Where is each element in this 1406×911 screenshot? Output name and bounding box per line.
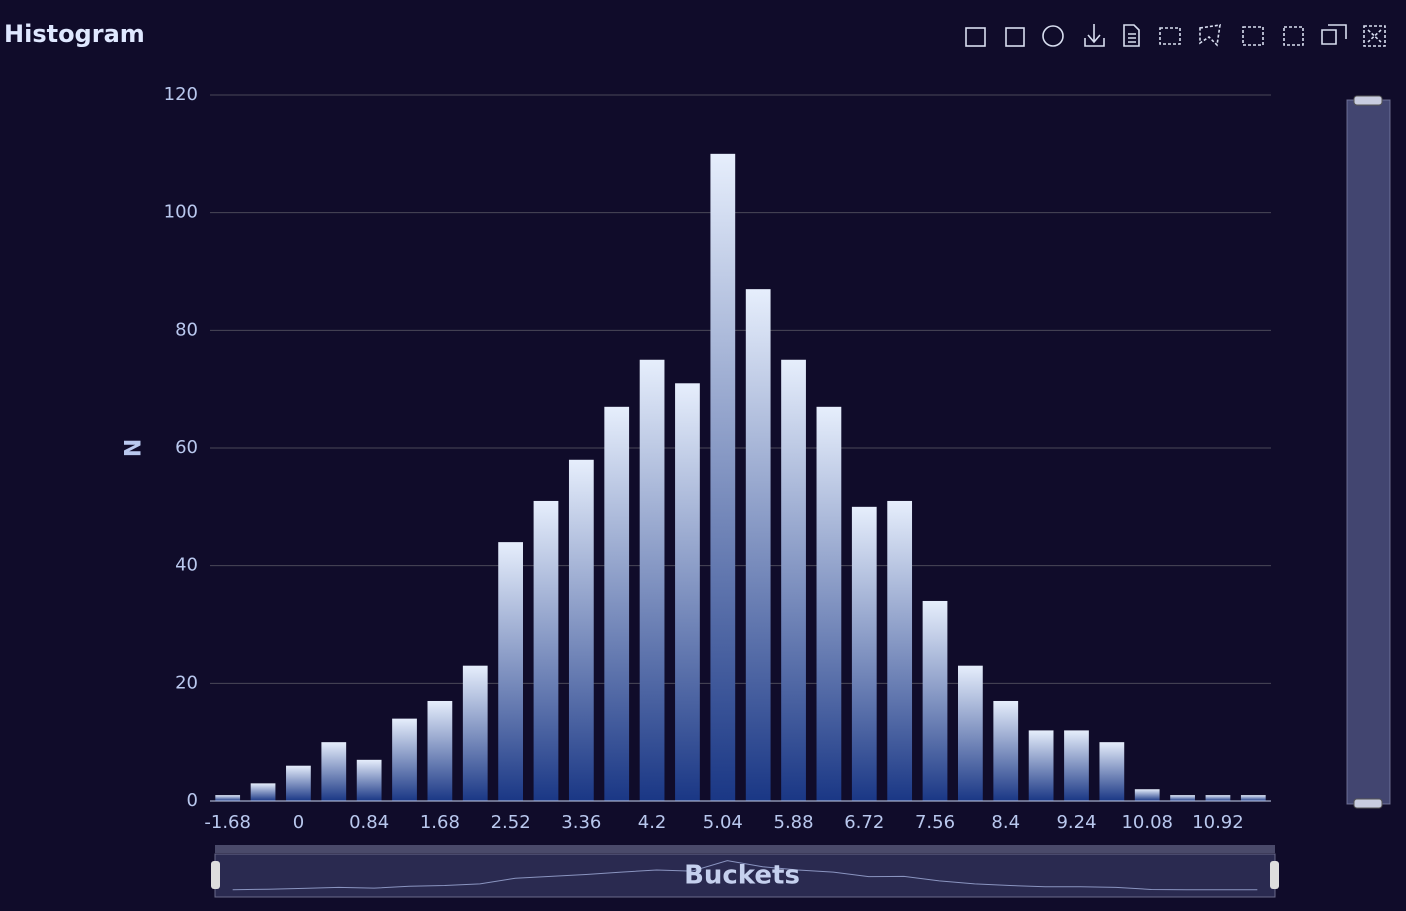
- y-tick-label: 80: [175, 319, 198, 340]
- x-tick-label: 9.24: [1056, 812, 1096, 833]
- bar: [215, 795, 241, 801]
- x-tick-label: 0: [293, 812, 304, 833]
- bar: [321, 742, 347, 801]
- bar: [604, 406, 630, 801]
- x-tick-label: 0.84: [349, 812, 389, 833]
- tool-icon[interactable]: [1199, 24, 1221, 47]
- slider-handle[interactable]: [1270, 861, 1279, 889]
- tool-icon[interactable]: [1363, 25, 1386, 47]
- bar: [922, 600, 948, 801]
- bar: [462, 665, 488, 801]
- x-tick-label: 5.04: [703, 812, 743, 833]
- bar: [286, 765, 311, 801]
- y-tick-label: 100: [164, 202, 198, 223]
- x-tick-label: 5.88: [774, 812, 814, 833]
- x-tick-label: 2.52: [491, 812, 531, 833]
- bar: [993, 700, 1019, 801]
- bar: [1170, 795, 1195, 801]
- slider-bar: [215, 845, 1275, 853]
- slider-track: [214, 853, 1276, 898]
- vertical-zoom-slider[interactable]: [1346, 95, 1391, 809]
- y-tick-label: 60: [175, 437, 198, 458]
- bar: [392, 718, 417, 801]
- bar: [887, 500, 913, 801]
- preview-line: [232, 860, 1258, 891]
- slider-window[interactable]: [1347, 100, 1390, 804]
- tool-icon[interactable]: [1005, 27, 1025, 47]
- horizontal-zoom-slider[interactable]: [211, 845, 1279, 898]
- bar: [568, 459, 594, 801]
- toolbox[interactable]: [965, 24, 1386, 47]
- bar: [675, 383, 700, 801]
- bar: [816, 406, 842, 801]
- tool-icon[interactable]: [1321, 24, 1347, 45]
- slider-track: [1346, 99, 1391, 805]
- bar: [745, 289, 771, 801]
- bar: [1134, 789, 1160, 801]
- bar: [356, 759, 382, 801]
- bar: [427, 700, 453, 801]
- x-tick-label: 8.4: [991, 812, 1020, 833]
- bar: [498, 542, 523, 801]
- bar: [781, 359, 806, 801]
- x-tick-label: 7.56: [915, 812, 955, 833]
- bar: [1028, 730, 1054, 801]
- y-tick-label: 120: [164, 84, 198, 105]
- bar: [710, 153, 736, 802]
- x-tick-label: 4.2: [638, 812, 667, 833]
- bar: [851, 506, 877, 801]
- chart-title: Histogram: [4, 20, 145, 48]
- tool-icon[interactable]: [965, 27, 986, 47]
- tool-icon[interactable]: [1283, 26, 1304, 46]
- tool-icon[interactable]: [1242, 26, 1264, 46]
- bar: [1064, 730, 1089, 801]
- slider-handle[interactable]: [1353, 798, 1383, 809]
- bar: [1240, 795, 1266, 801]
- tool-icon[interactable]: [1084, 24, 1105, 47]
- bar: [250, 783, 276, 801]
- bar: [533, 500, 559, 801]
- x-tick-label: 10.08: [1121, 812, 1173, 833]
- bar: [958, 665, 983, 801]
- slider-handle[interactable]: [211, 861, 220, 889]
- x-tick-label: 10.92: [1192, 812, 1244, 833]
- y-tick-label: 0: [187, 790, 198, 811]
- x-axis-label: Buckets: [684, 861, 800, 891]
- bar: [1205, 795, 1231, 801]
- bar: [639, 359, 665, 801]
- y-tick-label: 20: [175, 672, 198, 693]
- y-axis-label: N: [118, 439, 143, 457]
- y-tick-label: 40: [175, 555, 198, 576]
- x-tick-label: 6.72: [844, 812, 884, 833]
- x-tick-label: -1.68: [204, 812, 251, 833]
- x-tick-label: 3.36: [561, 812, 601, 833]
- bar: [1099, 742, 1125, 801]
- tool-icon[interactable]: [1042, 25, 1064, 47]
- slider-handle[interactable]: [1353, 95, 1383, 106]
- tool-icon[interactable]: [1159, 27, 1181, 45]
- tool-icon[interactable]: [1123, 24, 1140, 47]
- x-tick-label: 1.68: [420, 812, 460, 833]
